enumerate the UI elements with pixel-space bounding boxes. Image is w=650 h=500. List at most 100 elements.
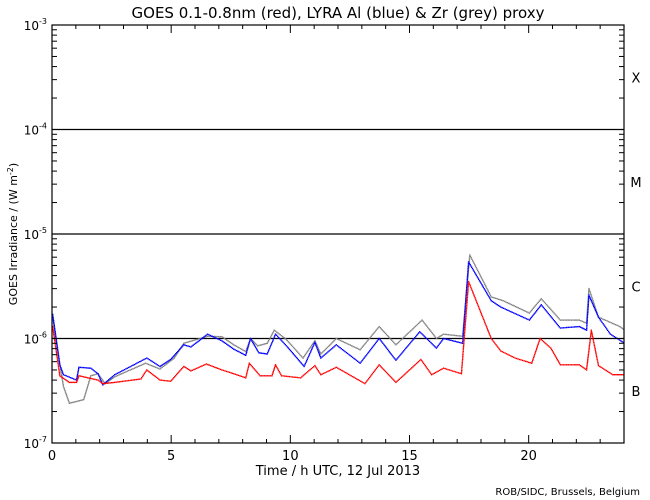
data-point [123,369,126,371]
data-point [508,354,510,356]
data-point [87,377,89,379]
data-point [438,343,440,346]
data-point [465,317,467,319]
data-point [307,350,309,352]
data-point [543,301,546,303]
data-point [146,363,148,365]
data-point [405,334,407,336]
data-point [267,341,269,343]
data-point [273,329,275,331]
data-point [77,377,79,380]
data-point [529,311,532,313]
data-point [192,340,194,342]
data-point [303,374,305,376]
data-point [477,271,480,273]
data-point [280,339,282,341]
data-point [489,298,492,301]
data-point [168,361,171,363]
data-point [55,352,58,354]
data-point [335,366,337,368]
data-point [548,313,550,316]
data-point [53,326,56,328]
data-point [161,366,163,368]
data-point [302,357,304,359]
data-point [610,322,613,324]
data-point [136,362,138,364]
chart-title: GOES 0.1-0.8nm (red), LYRA Al (blue) & Z… [132,4,545,22]
data-point [259,352,261,354]
data-point [334,345,336,347]
data-point [418,322,420,324]
data-point [139,365,141,367]
data-point [394,358,396,360]
data-point [258,373,260,376]
data-point [463,344,465,346]
data-point [190,346,192,348]
data-point [66,395,68,397]
data-point [108,380,110,382]
data-point [147,358,149,360]
data-point [551,309,553,312]
data-point [481,284,483,286]
data-point [66,396,69,399]
data-point [216,335,218,338]
data-point [463,342,465,345]
data-point [463,325,465,327]
data-point [602,318,604,320]
data-point [463,315,466,317]
data-point [302,375,304,377]
data-point [198,339,200,342]
data-point [597,364,600,367]
data-point [295,376,297,378]
data-point [554,321,556,323]
data-point [351,345,353,347]
data-point [599,365,601,368]
data-point [243,350,246,352]
x-axis-label: Time / h UTC, 12 Jul 2013 [255,464,420,479]
data-point [278,337,280,339]
data-point [234,373,236,375]
data-point [368,351,370,353]
data-point [419,359,421,362]
data-point [84,394,86,396]
data-point [510,355,512,357]
data-point [599,319,601,321]
data-point [249,340,251,343]
data-point [59,368,62,371]
data-point [341,340,343,342]
data-point [468,255,471,258]
data-point [450,339,452,341]
data-point [430,372,432,375]
data-point [508,302,510,304]
data-point [281,340,283,342]
data-point [472,291,474,293]
data-point [98,380,100,382]
data-point [467,285,469,288]
x-tick-label: 10 [282,449,299,464]
data-point [586,367,588,370]
data-point [467,284,469,286]
data-point [112,381,114,384]
data-point [371,372,374,375]
data-point [476,302,478,305]
data-point [311,343,313,346]
data-point [54,327,56,330]
data-point [330,343,332,345]
data-point [133,363,135,366]
data-point [75,381,78,384]
data-point [433,335,436,337]
data-point [265,375,267,377]
data-point [587,310,589,312]
data-point [147,363,150,366]
data-point [517,307,519,309]
data-point [62,385,65,387]
data-point [156,364,158,366]
data-point [550,316,552,318]
data-point [588,291,590,293]
data-point [462,341,464,343]
data-point [423,363,426,366]
data-point [320,374,322,376]
data-point [466,300,468,302]
data-point [130,379,133,381]
